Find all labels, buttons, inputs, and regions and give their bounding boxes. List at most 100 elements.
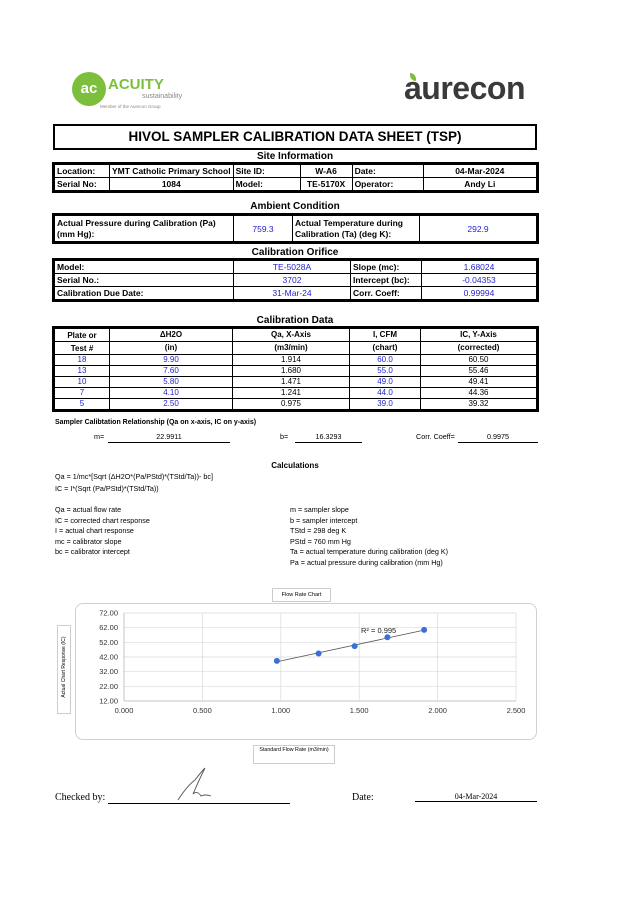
left-definitions: Qa = actual flow rate IC = corrected char… bbox=[55, 505, 150, 558]
b-value: 16.3293 bbox=[295, 432, 362, 443]
pressure-label: Actual Pressure during Calibration (Pa) … bbox=[54, 215, 234, 242]
footer-date-value: 04-Mar-2024 bbox=[415, 792, 537, 802]
orifice-serial-value: 3702 bbox=[233, 273, 351, 287]
operator-label: Operator: bbox=[351, 177, 424, 191]
definition-line: Qa = actual flow rate bbox=[55, 505, 122, 514]
corr-coeff-value: 0.99994 bbox=[421, 286, 537, 300]
table-cell: 5 bbox=[54, 398, 110, 410]
site-info-table: Location: YMT Catholic Primary School Site… bbox=[52, 162, 539, 193]
cal-data-heading: Calibration Data bbox=[256, 315, 334, 326]
pressure-value: 759.3 bbox=[233, 215, 293, 242]
chart-title: Flow Rate Chart bbox=[272, 588, 331, 602]
orifice-model-label: Model: bbox=[54, 260, 234, 274]
slope-label: Slope (mc): bbox=[350, 260, 422, 274]
due-date-value: 31-Mar-24 bbox=[233, 286, 351, 300]
table-cell: 39.32 bbox=[420, 398, 537, 410]
col-header: Qa, X-Axis bbox=[232, 328, 350, 342]
table-cell: 0.975 bbox=[232, 398, 350, 410]
definition-line: mc = calibrator slope bbox=[55, 536, 122, 546]
b-label: b= bbox=[280, 432, 289, 441]
aurecon-leaf-icon bbox=[410, 73, 416, 81]
table-cell: 1.914 bbox=[232, 354, 350, 366]
table-cell: 9.90 bbox=[109, 354, 233, 366]
serial-value: 1084 bbox=[109, 177, 234, 191]
corr-label: Corr. Coeff= bbox=[416, 432, 455, 441]
page-title: HIVOL SAMPLER CALIBRATION DATA SHEET (TS… bbox=[53, 124, 537, 150]
location-label: Location: bbox=[54, 164, 110, 178]
col-subheader: (m3/min) bbox=[232, 341, 350, 355]
definition-line: PStd = 760 mm Hg bbox=[290, 536, 351, 546]
site-id-value: W-A6 bbox=[299, 164, 353, 178]
table-cell: 5.80 bbox=[109, 376, 233, 388]
definition-line: bc = calibrator intercept bbox=[55, 547, 130, 556]
signature bbox=[177, 767, 212, 801]
col-header: ΔH2O bbox=[109, 328, 233, 342]
model-value: TE-5170X bbox=[299, 177, 353, 191]
date-value: 04-Mar-2024 bbox=[422, 164, 538, 178]
ambient-table: Actual Pressure during Calibration (Pa) … bbox=[52, 213, 539, 244]
definition-line: m = sampler slope bbox=[290, 505, 349, 514]
checked-by-label: Checked by: bbox=[55, 792, 106, 803]
date-label: Date: bbox=[351, 164, 424, 178]
acuity-logo-sub: sustainability bbox=[142, 93, 183, 100]
table-row: 7 4.10 1.241 44.0 44.36 bbox=[54, 387, 537, 399]
operator-value: Andy Li bbox=[422, 177, 538, 191]
definition-line: I = actual chart response bbox=[55, 526, 134, 535]
corr-value: 0.9975 bbox=[458, 432, 538, 443]
intercept-value: -0.04353 bbox=[421, 273, 537, 287]
checked-by-signature-line bbox=[108, 792, 290, 804]
table-cell: 18 bbox=[54, 354, 110, 366]
definition-line: TStd = 298 deg K bbox=[290, 526, 347, 535]
slope-value: 1.68024 bbox=[421, 260, 537, 274]
temperature-value: 292.9 bbox=[419, 215, 537, 242]
formula-ic: IC = I*(Sqrt (Pa/PStd)*(TStd/Ta)) bbox=[55, 484, 159, 493]
table-cell: 1.471 bbox=[232, 376, 350, 388]
calculations-heading: Calculations bbox=[271, 461, 319, 470]
table-cell: 60.0 bbox=[349, 354, 421, 366]
corr-coeff-label: Corr. Coeff: bbox=[350, 286, 422, 300]
col-subheader: (chart) bbox=[349, 341, 421, 355]
orifice-table: Model: TE-5028A Slope (mc): 1.68024 Serial … bbox=[52, 258, 539, 302]
acuity-logo-tag: Member of the Aurecon Group bbox=[100, 104, 161, 109]
location-value: YMT Catholic Primary School bbox=[109, 164, 234, 178]
table-cell: 44.0 bbox=[349, 387, 421, 399]
footer-date-label: Date: bbox=[352, 792, 374, 803]
table-cell: 44.36 bbox=[420, 387, 537, 399]
table-cell: 13 bbox=[54, 365, 110, 377]
acuity-logo-mark-icon: ac bbox=[72, 72, 106, 106]
site-id-label: Site ID: bbox=[232, 164, 301, 178]
table-cell: 7 bbox=[54, 387, 110, 399]
table-cell: 49.41 bbox=[420, 376, 537, 388]
cal-data-table: Plate or ΔH2O Qa, X-Axis I, CFM IC, Y-Ax… bbox=[52, 326, 539, 412]
definition-line: Ta = actual temperature during calibrati… bbox=[290, 547, 449, 556]
col-subheader: (in) bbox=[109, 341, 233, 355]
acuity-logo-name: ACUITY bbox=[108, 76, 164, 93]
table-cell: 55.46 bbox=[420, 365, 537, 377]
definition-line: Pa = actual pressure during calibration … bbox=[290, 557, 443, 567]
orifice-heading: Calibration Orifice bbox=[251, 247, 339, 258]
col-header: I, CFM bbox=[349, 328, 421, 342]
col-subheader: (corrected) bbox=[420, 341, 537, 355]
y-axis-label: Actual Chart Response (IC) bbox=[61, 636, 67, 698]
table-cell: 7.60 bbox=[109, 365, 233, 377]
m-value: 22.9911 bbox=[108, 432, 230, 443]
table-row: 13 7.60 1.680 55.0 55.46 bbox=[54, 365, 537, 377]
definition-line: IC = corrected chart response bbox=[55, 515, 150, 525]
col-header: IC, Y-Axis bbox=[420, 328, 537, 342]
orifice-model-value: TE-5028A bbox=[233, 260, 351, 274]
acuity-logo: ac ACUITY sustainability Member of the A… bbox=[70, 70, 185, 112]
table-row: 5 2.50 0.975 39.0 39.32 bbox=[54, 398, 537, 410]
table-row: 10 5.80 1.471 49.0 49.41 bbox=[54, 376, 537, 388]
intercept-label: Intercept (bc): bbox=[350, 273, 422, 287]
table-cell: 1.680 bbox=[232, 365, 350, 377]
table-cell: 4.10 bbox=[109, 387, 233, 399]
table-cell: 60.50 bbox=[420, 354, 537, 366]
relationship-title: Sampler Calibtation Relationship (Qa on … bbox=[55, 419, 257, 426]
serial-label: Serial No: bbox=[54, 177, 110, 191]
right-definitions: m = sampler slope b = sampler intercept TS… bbox=[290, 505, 448, 568]
table-cell: 39.0 bbox=[349, 398, 421, 410]
y-axis-label-box: Actual Chart Response (IC) bbox=[57, 625, 71, 714]
table-cell: 1.241 bbox=[232, 387, 350, 399]
definition-line: b = sampler intercept bbox=[290, 515, 358, 525]
